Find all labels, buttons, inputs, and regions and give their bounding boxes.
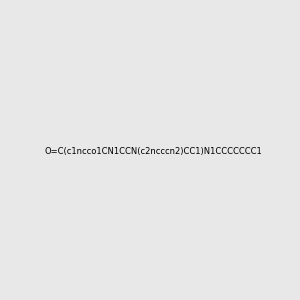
- Text: O=C(c1ncco1CN1CCN(c2ncccn2)CC1)N1CCCCCCC1: O=C(c1ncco1CN1CCN(c2ncccn2)CC1)N1CCCCCCC…: [45, 147, 262, 156]
